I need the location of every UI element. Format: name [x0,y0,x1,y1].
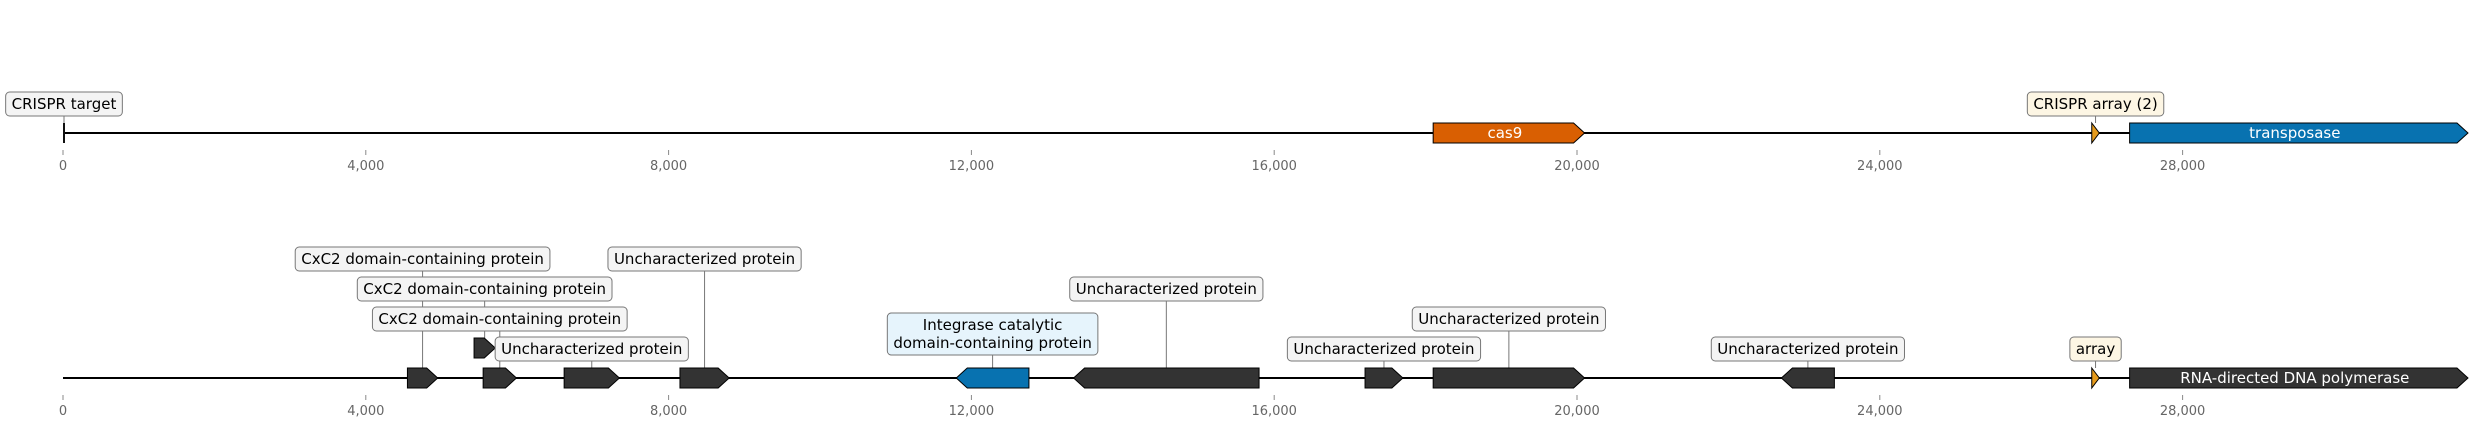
axis-tick-label: 28,000 [2160,404,2206,419]
feature-label-box [607,246,802,272]
axis-tick-label: 24,000 [1857,404,1903,419]
feature-label: CxC2 domain-containing protein [363,280,606,298]
feature-label: Uncharacterized protein [1293,340,1474,358]
feature-unchar-5-arrow [1432,367,1586,389]
axis-tick-label: 0 [59,404,67,419]
feature-unchar-4-arrow [1364,367,1404,389]
feature-unchar-1-arrow [563,367,621,389]
feature-integrase-arrow [955,367,1030,389]
feature-array-arrow [2091,366,2100,390]
feature-cas9-arrow [1432,122,1586,144]
feature-rna-directed-dna-polymerase-arrow [2129,367,2469,389]
feature-label: CxC2 domain-containing protein [378,310,621,328]
track-bottom: 0 4,000 8,000 12,000 16,000 20,000 24,000 28,00… [59,246,2469,419]
feature-label: CxC2 domain-containing protein [301,250,544,268]
feature-label-box [356,276,613,302]
feature-label-box [1411,306,1606,332]
axis-tick-label: 12,000 [949,404,995,419]
feature-labels: CxC2 domain-containing protein CxC2 domai… [294,246,2409,387]
feature-label-box [494,336,689,362]
label-stems [63,116,2097,123]
axis-tick-label: 12,000 [949,159,995,174]
feature-unchar-3-arrow [1072,367,1260,389]
feature-label-line: domain-containing protein [893,334,1092,352]
feature-label-box [5,91,123,117]
feature-label-box [1286,336,1482,362]
axis-tick-label: 16,000 [1251,159,1297,174]
axis-tick-label: 8,000 [650,159,687,174]
feature-label: CRISPR target [12,95,117,113]
axis-tick-label: 16,000 [1251,404,1297,419]
feature-label-box [1710,336,1905,362]
feature-label-box [371,306,628,332]
feature-label: Uncharacterized protein [1717,340,1898,358]
feature-label-box [2069,336,2122,362]
feature-label: Uncharacterized protein [1418,310,1599,328]
feature-unchar-2-arrow [679,367,730,389]
feature-label-box [294,246,551,272]
axis-tick-label: 4,000 [347,159,384,174]
feature-label-inside: transposase [2249,124,2340,142]
feature-label: array [2076,340,2115,358]
feature-label-inside: cas9 [1487,124,1522,142]
feature-labels: CRISPR target cas9 CRISPR array (2) transpo… [5,91,2340,142]
axis-tick-label: 4,000 [347,404,384,419]
feature-label-box [886,312,1099,356]
feature-label-box [1069,276,1264,302]
features [63,121,2469,145]
feature-label-line: Integrase catalytic [923,316,1063,334]
feature-label: CRISPR array (2) [2033,95,2157,113]
axis-tick-label: 20,000 [1554,159,1600,174]
axis-tick-label: 28,000 [2160,159,2206,174]
feature-cxc2-2-arrow [473,337,496,359]
feature-transposase-arrow [2129,122,2469,144]
feature-label: Uncharacterized protein [614,250,795,268]
feature-crispr-array-2--arrow [2091,121,2100,145]
feature-cxc2-1-arrow [406,367,439,389]
feature-label-box [2026,91,2165,117]
feature-label: Uncharacterized protein [501,340,682,358]
track-top: 0 4,000 8,000 12,000 16,000 20,000 24,000 28,00… [5,91,2469,174]
features [406,337,2469,390]
feature-label: Uncharacterized protein [1076,280,1257,298]
feature-unchar-6-arrow [1780,367,1835,389]
axis-tick-label: 8,000 [650,404,687,419]
axis-tick-label: 20,000 [1554,404,1600,419]
axis-tick-label: 0 [59,159,67,174]
axis-tick-label: 24,000 [1857,159,1903,174]
feature-label-inside: RNA-directed DNA polymerase [2180,369,2409,387]
feature-cxc2-3-arrow [482,367,518,389]
